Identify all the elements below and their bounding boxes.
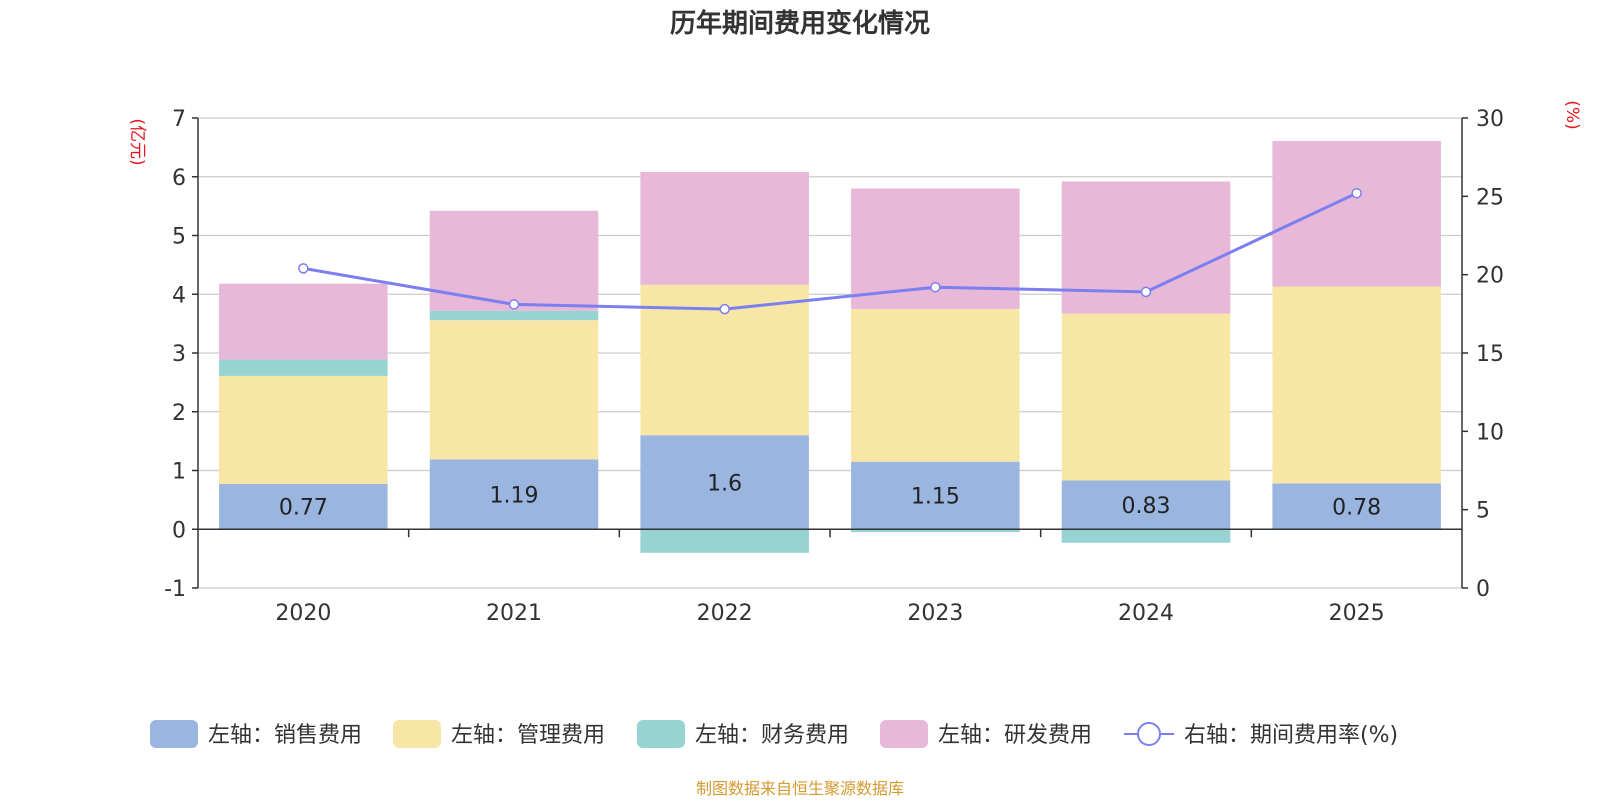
bar-segment: [1272, 140, 1441, 287]
bar-segment: [1272, 483, 1441, 530]
chart-title: 历年期间费用变化情况: [670, 8, 930, 39]
legend-swatch: [637, 720, 685, 748]
bar-segment: [219, 484, 388, 530]
bar-segment: [851, 461, 1020, 530]
data-label: 0.83: [1122, 494, 1171, 519]
data-label: 0.78: [1332, 495, 1381, 520]
data-label: 1.19: [490, 483, 539, 508]
bar-segment: [640, 172, 809, 285]
x-tick-label: 2022: [697, 601, 753, 626]
left-tick-label: 2: [172, 401, 186, 426]
data-labels: 0.77 1.19 1.6 1.15 0.83 0.78: [279, 471, 1381, 520]
data-label: 1.6: [707, 471, 742, 496]
right-tick-label: 10: [1476, 420, 1504, 445]
bar-segment: [1061, 480, 1231, 530]
left-tick-label: 6: [172, 166, 186, 191]
bar-segment: [1061, 529, 1231, 543]
x-tick-label: 2023: [907, 601, 963, 626]
left-tick-label: 5: [172, 225, 186, 250]
legend-swatch: [150, 720, 198, 748]
bar-segment: [640, 435, 809, 530]
legend-marker-swatch: [1137, 722, 1161, 746]
left-tick-label: -1: [164, 577, 186, 602]
left-tick-label: 0: [172, 518, 186, 543]
legend-swatch: [880, 720, 928, 748]
bar-segment: [219, 359, 388, 376]
rate-line: [303, 191, 1358, 311]
x-tick-label: 2021: [486, 601, 542, 626]
bar-segment: [1061, 313, 1231, 481]
data-source-note: 制图数据来自恒生聚源数据库: [696, 779, 904, 798]
legend-label: 左轴：研发费用: [938, 723, 1092, 748]
bar-segment: [851, 308, 1020, 462]
bar-segment: [640, 529, 809, 553]
right-tick-label: 5: [1476, 499, 1490, 524]
right-tick-label: 15: [1476, 342, 1504, 367]
bar-segment: [1272, 286, 1441, 484]
gridlines: [198, 117, 1462, 589]
left-axis-unit: (亿元): [127, 118, 147, 165]
legend-label: 右轴：期间费用率(%): [1184, 723, 1398, 748]
left-tick-label: 3: [172, 342, 186, 367]
rate-point: [298, 263, 309, 274]
bar-segment: [851, 529, 1020, 533]
legend[interactable]: 左轴：销售费用 左轴：管理费用 左轴：财务费用 左轴：研发费用 右轴：期间费用率(%): [150, 720, 1398, 748]
legend-label: 左轴：管理费用: [451, 723, 605, 748]
bar-segment: [429, 320, 599, 460]
legend-swatch: [393, 720, 441, 748]
data-label: 1.15: [911, 484, 960, 509]
right-axis-unit: (%): [1562, 100, 1582, 129]
right-tick-label: 30: [1476, 107, 1504, 132]
right-tick-label: 0: [1476, 577, 1490, 602]
rate-point: [1140, 286, 1152, 298]
legend-label: 左轴：销售费用: [208, 723, 362, 748]
bar-segment: [429, 459, 599, 530]
x-tick-label: 2024: [1118, 601, 1174, 626]
left-tick-label: 4: [172, 283, 186, 308]
right-tick-label: 25: [1476, 185, 1504, 210]
rate-point: [719, 303, 730, 315]
rate-point: [1351, 187, 1362, 199]
data-label: 0.77: [279, 496, 328, 521]
rate-point: [508, 299, 520, 310]
bar-segment: [429, 310, 599, 321]
bar-series: [219, 140, 1441, 553]
x-tick-label: 2025: [1329, 601, 1385, 626]
bar-segment: [219, 375, 388, 485]
left-tick-label: 7: [172, 107, 186, 132]
right-tick-label: 20: [1476, 264, 1504, 289]
bar-segment: [219, 283, 388, 360]
line-series: [298, 187, 1362, 315]
left-tick-label: 1: [172, 460, 186, 485]
rate-point: [930, 281, 941, 293]
legend-label: 左轴：财务费用: [695, 723, 849, 748]
x-tick-label: 2020: [275, 601, 331, 626]
